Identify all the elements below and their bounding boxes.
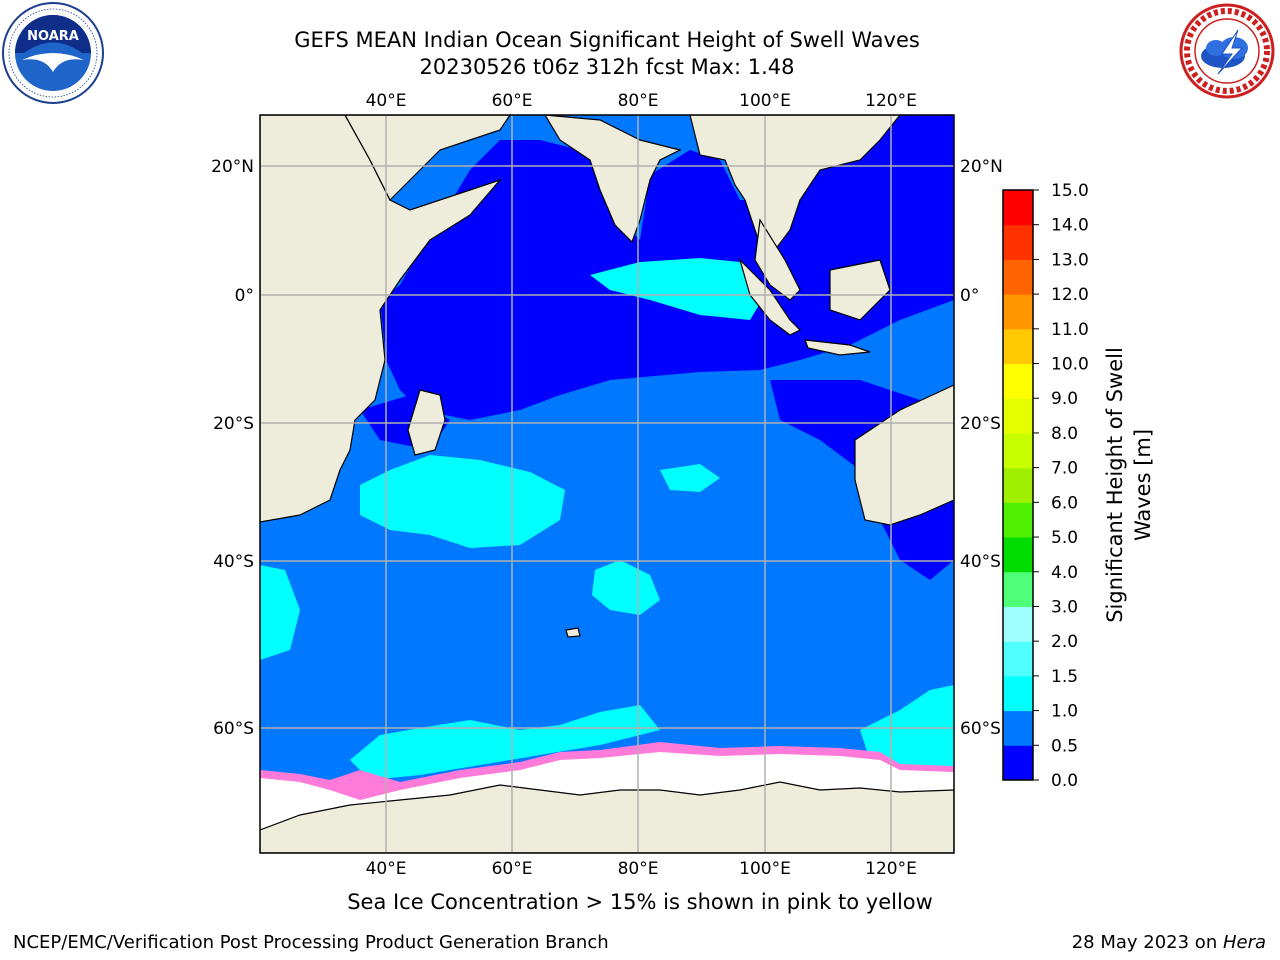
lat-labels-right: 20°N 0° 20°S 40°S 60°S bbox=[960, 157, 1003, 739]
lat-label-left: 20°S bbox=[213, 414, 254, 434]
lon-label-bottom: 60°E bbox=[492, 859, 533, 879]
indochina-peninsula bbox=[754, 218, 801, 301]
colorbar-swatch bbox=[1003, 328, 1033, 365]
colorbar-swatch bbox=[1003, 259, 1033, 295]
colorbar-swatch bbox=[1003, 190, 1033, 226]
southeast-asia bbox=[689, 115, 901, 251]
lat-label-right: 20°N bbox=[960, 157, 1003, 177]
colorbar-level-label: 8.0 bbox=[1051, 424, 1078, 444]
colorbar-swatch bbox=[1003, 641, 1033, 677]
java bbox=[804, 339, 871, 356]
colorbar-swatch bbox=[1003, 224, 1033, 260]
colorbar-level-label: 0.0 bbox=[1051, 771, 1078, 791]
lon-label-top: 40°E bbox=[366, 91, 407, 111]
colorbar-swatch bbox=[1003, 363, 1033, 399]
date-text: 28 May 2023 on bbox=[1071, 932, 1223, 953]
lon-labels-top: 40°E 60°E 80°E 100°E 120°E bbox=[366, 91, 917, 111]
lon-label-top: 60°E bbox=[492, 91, 533, 111]
colorbar-swatch bbox=[1003, 710, 1033, 746]
lat-label-left: 60°S bbox=[213, 719, 254, 739]
colorbar-level-label: 12.0 bbox=[1051, 285, 1089, 305]
colorbar-level-label: 7.0 bbox=[1051, 459, 1078, 479]
colorbar-swatch bbox=[1003, 675, 1033, 712]
lat-label-right: 20°S bbox=[960, 414, 1001, 434]
sea-ice-caption: Sea Ice Concentration > 15% is shown in … bbox=[347, 890, 933, 914]
colorbar: 0.0 0.5 1.0 1.5 2.0 3.0 4.0 5.0 6.0 7.0 8.0 9.0 10.0… bbox=[1002, 181, 1089, 791]
antarctica bbox=[260, 781, 954, 853]
colorbar-level-label: 3.0 bbox=[1051, 597, 1078, 617]
colorbar-level-label: 1.5 bbox=[1051, 667, 1078, 687]
colorbar-level-label: 4.0 bbox=[1051, 563, 1078, 583]
colorbar-swatch bbox=[1003, 537, 1033, 573]
lat-label-right: 40°S bbox=[960, 552, 1001, 572]
india bbox=[544, 115, 682, 244]
map-canvas bbox=[260, 115, 954, 853]
lat-label-right: 60°S bbox=[960, 719, 1001, 739]
lon-label-bottom: 80°E bbox=[618, 859, 659, 879]
lat-label-right: 0° bbox=[960, 286, 979, 306]
colorbar-swatch bbox=[1003, 294, 1033, 330]
lon-label-top: 100°E bbox=[739, 91, 791, 111]
colorbar-level-label: 2.0 bbox=[1051, 632, 1078, 652]
colorbar-level-label: 0.5 bbox=[1051, 736, 1078, 756]
mid-swell-southwest bbox=[360, 455, 565, 548]
australia bbox=[854, 384, 954, 526]
colorbar-level-label: 9.0 bbox=[1051, 389, 1078, 409]
colorbar-swatch bbox=[1003, 502, 1033, 538]
map-frame bbox=[259, 114, 955, 854]
colorbar-level-label: 5.0 bbox=[1051, 528, 1078, 548]
colorbar-level-label: 1.0 bbox=[1051, 702, 1078, 722]
colorbar-level-label: 15.0 bbox=[1051, 181, 1089, 201]
colorbar-swatch bbox=[1003, 571, 1033, 607]
colorbar-swatch bbox=[1003, 398, 1033, 434]
lat-label-left: 40°S bbox=[213, 552, 254, 572]
lon-label-top: 120°E bbox=[865, 91, 917, 111]
mid-swell-equatorial bbox=[590, 258, 762, 320]
nws-logo bbox=[1179, 3, 1275, 99]
date-stamp: 28 May 2023 on Hera bbox=[1072, 932, 1266, 953]
landmasses bbox=[260, 115, 954, 853]
colorbar-frame bbox=[1002, 189, 1034, 781]
colorbar-swatch bbox=[1003, 606, 1033, 642]
host-name: Hera bbox=[1222, 932, 1266, 953]
colorbar-level-label: 6.0 bbox=[1051, 493, 1078, 513]
colorbar-level-label: 14.0 bbox=[1051, 216, 1089, 236]
colorbar-title-line2: Waves [m] bbox=[1131, 429, 1155, 541]
lat-label-left: 20°N bbox=[211, 157, 254, 177]
chart-subtitle: 20230526 t06z 312h fcst Max: 1.48 bbox=[419, 55, 795, 79]
colorbar-level-label: 10.0 bbox=[1051, 355, 1089, 375]
lon-labels-bottom: 40°E 60°E 80°E 100°E 120°E bbox=[366, 859, 917, 879]
mid-swell-southern-west bbox=[260, 565, 300, 660]
graticule bbox=[260, 115, 954, 853]
chart-title: GEFS MEAN Indian Ocean Significant Heigh… bbox=[294, 28, 920, 52]
colorbar-title-line1: Significant Height of Swell bbox=[1103, 347, 1127, 623]
mid-swell-east bbox=[660, 464, 720, 492]
lon-label-top: 80°E bbox=[618, 91, 659, 111]
colorbar-level-label: 13.0 bbox=[1051, 250, 1089, 270]
colorbar-swatch bbox=[1003, 745, 1033, 781]
lon-label-bottom: 40°E bbox=[366, 859, 407, 879]
borneo bbox=[829, 259, 891, 321]
credit-text: NCEP/EMC/Verification Post Processing Pr… bbox=[13, 932, 609, 953]
noaa-logo: NOARA bbox=[2, 2, 104, 104]
lat-labels-left: 20°N 0° 20°S 40°S 60°S bbox=[211, 157, 254, 739]
noaa-logo-text: NOARA bbox=[27, 29, 79, 44]
mid-swell-southern-band bbox=[350, 705, 660, 780]
lon-label-bottom: 120°E bbox=[865, 859, 917, 879]
lon-label-bottom: 100°E bbox=[739, 859, 791, 879]
colorbar-swatch bbox=[1003, 467, 1033, 503]
kerguelen bbox=[565, 627, 581, 638]
mid-swell-central bbox=[592, 560, 660, 615]
colorbar-level-label: 11.0 bbox=[1051, 320, 1089, 340]
colorbar-swatch bbox=[1003, 432, 1033, 469]
lat-label-left: 0° bbox=[235, 286, 254, 306]
